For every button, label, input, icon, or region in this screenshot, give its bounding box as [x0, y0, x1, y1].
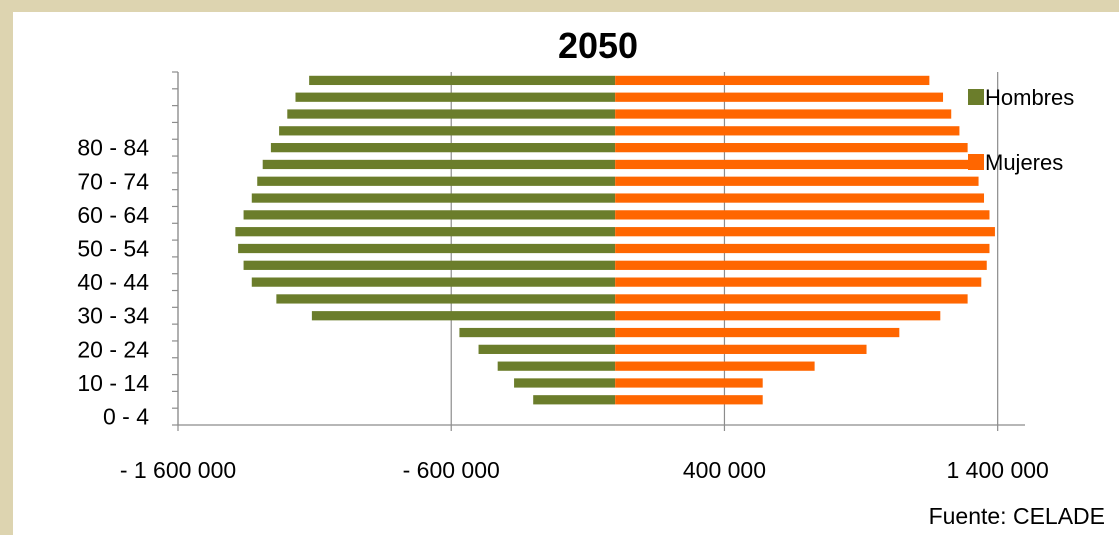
x-tick-label: 400 000 [683, 457, 766, 483]
bar-mujeres [615, 361, 815, 371]
bar-mujeres [615, 277, 982, 287]
bar-mujeres [615, 311, 941, 321]
legend-label-hombres: Hombres [985, 85, 1074, 110]
bar-hombres [514, 378, 616, 388]
bar-hombres [459, 327, 616, 338]
y-tick-label: 30 - 34 [77, 303, 149, 329]
bar-mujeres [615, 260, 987, 270]
bar-mujeres [615, 210, 990, 220]
bar-hombres [243, 210, 616, 220]
y-tick-label: 20 - 24 [77, 336, 149, 362]
bar-mujeres [615, 176, 979, 186]
y-tick-label: 0 - 4 [103, 404, 149, 430]
population-pyramid-chart: 2050 - 1 600 000 - 600 000 400 000 1 400 00… [77, 25, 1105, 529]
bar-mujeres [615, 395, 763, 405]
bar-mujeres [615, 143, 968, 153]
bar-hombres [279, 126, 616, 136]
bar-hombres [238, 243, 616, 254]
bar-mujeres [615, 327, 900, 338]
bar-hombres [309, 75, 616, 86]
chart-title: 2050 [558, 25, 638, 66]
bar-hombres [478, 344, 616, 354]
bar-hombres [311, 311, 616, 321]
bar-mujeres [615, 243, 990, 254]
y-tick-label: 70 - 74 [77, 168, 149, 194]
bar-mujeres [615, 193, 985, 203]
bar-hombres [243, 260, 616, 270]
y-tick-label: 50 - 54 [77, 236, 149, 262]
bar-mujeres [615, 75, 930, 86]
y-tick-label: 80 - 84 [77, 135, 149, 161]
x-tick-label: - 1 600 000 [120, 457, 236, 483]
bar-hombres [251, 277, 616, 287]
bar-hombres [287, 109, 616, 119]
bar-mujeres [615, 126, 960, 136]
legend-swatch-hombres [968, 89, 984, 105]
bar-mujeres [615, 159, 974, 170]
source-note: Fuente: CELADE [929, 503, 1105, 529]
y-tick-label: 60 - 64 [77, 202, 149, 228]
bar-mujeres [615, 109, 952, 119]
legend-swatch-mujeres [968, 154, 984, 170]
bar-mujeres [615, 92, 944, 102]
bar-hombres [533, 395, 616, 405]
bar-hombres [276, 294, 616, 304]
bar-hombres [262, 159, 616, 170]
bar-mujeres [615, 294, 968, 304]
bar-hombres [251, 193, 616, 203]
x-tick-label: 1 400 000 [947, 457, 1049, 483]
bar-hombres [257, 176, 616, 186]
y-tick-label: 10 - 14 [77, 370, 149, 396]
bar-hombres [235, 227, 616, 237]
bar-mujeres [615, 378, 763, 388]
x-tick-label: - 600 000 [403, 457, 500, 483]
chart-frame: 2050 - 1 600 000 - 600 000 400 000 1 400 00… [13, 12, 1119, 535]
legend-label-mujeres: Mujeres [985, 150, 1063, 175]
bar-mujeres [615, 227, 995, 237]
bar-hombres [270, 143, 616, 153]
bar-hombres [295, 92, 616, 102]
bar-mujeres [615, 344, 867, 354]
bar-hombres [497, 361, 616, 371]
y-tick-label: 40 - 44 [77, 269, 149, 295]
